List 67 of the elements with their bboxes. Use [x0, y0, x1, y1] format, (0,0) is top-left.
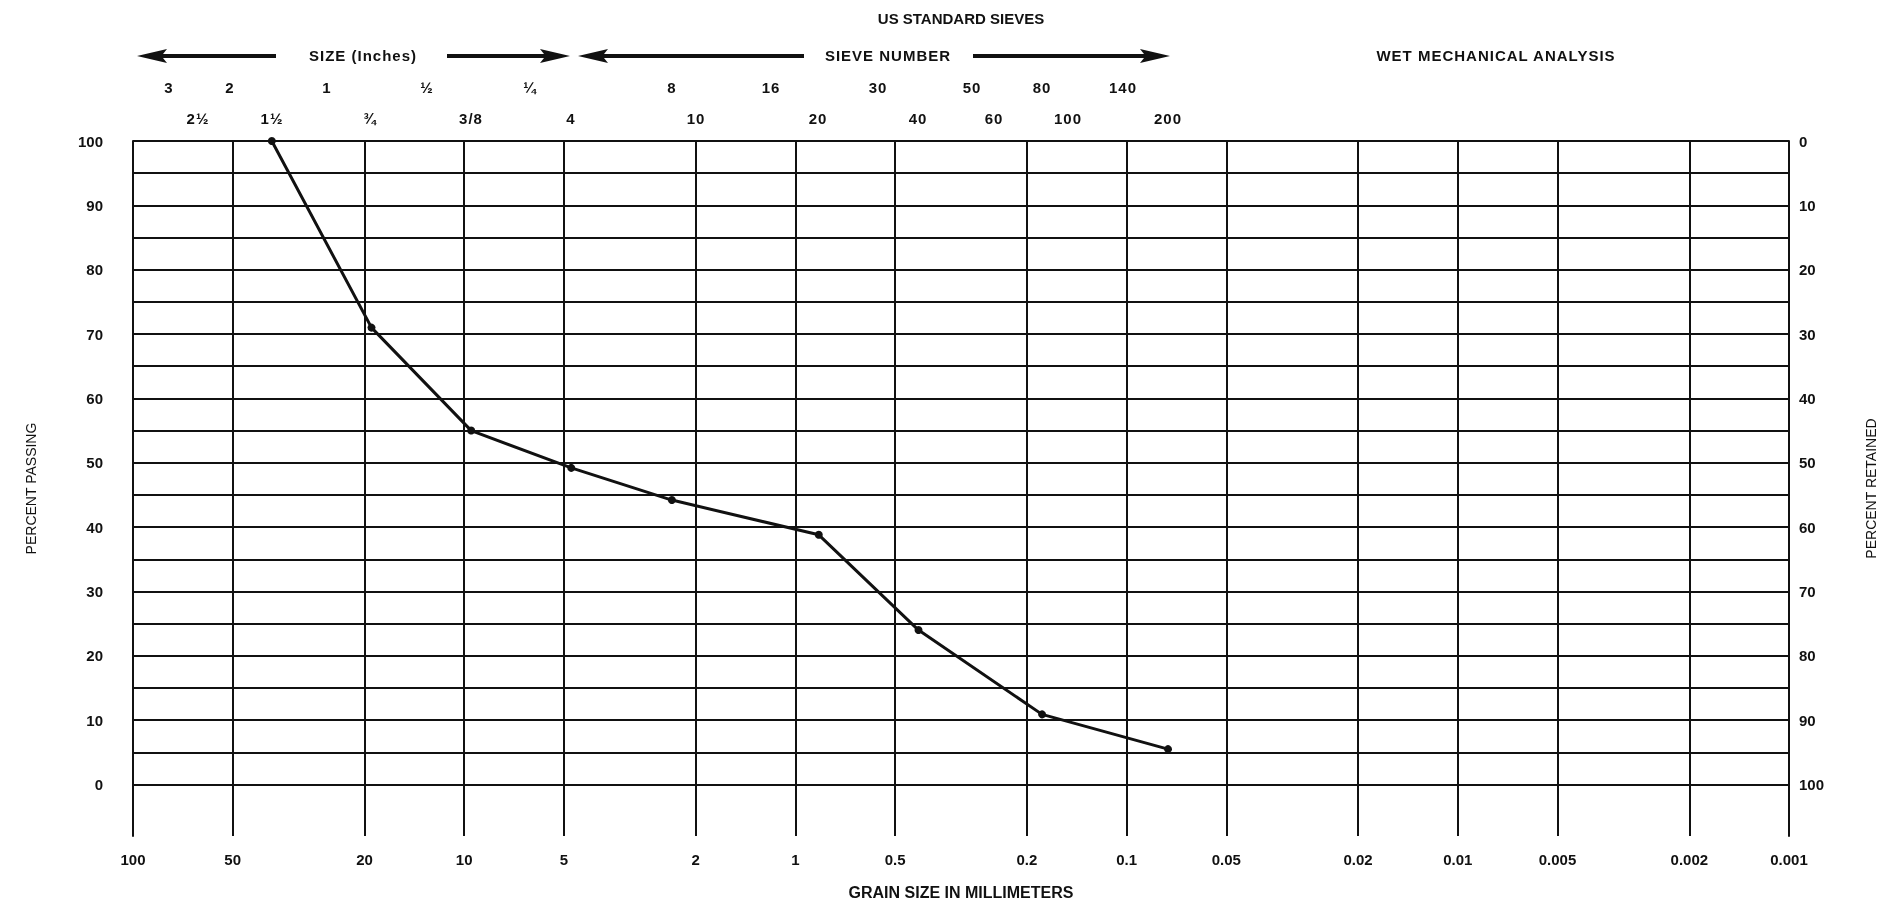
y-tick-label: 30 — [86, 582, 103, 600]
y2-tick-label: 90 — [1799, 711, 1816, 729]
text: 3 — [164, 79, 174, 96]
y-tick-label: 70 — [86, 325, 103, 343]
y2-tick-label: 30 — [1799, 325, 1816, 343]
text: ¼ — [523, 79, 537, 96]
y-tick-label: 0 — [94, 776, 103, 794]
text: 30 — [868, 79, 888, 96]
y-axis-title: PERCENT PASSING — [23, 422, 39, 555]
text: 20 — [808, 110, 828, 127]
text: 3/8 — [459, 110, 483, 127]
text: 140 — [1108, 79, 1138, 96]
x-tick-label: 0.1 — [1116, 851, 1138, 868]
y2-tick-label: 80 — [1799, 647, 1816, 665]
y2-axis-title: PERCENT RETAINED — [1863, 418, 1879, 559]
chart-title: US STANDARD SIEVES — [877, 10, 1045, 27]
text: 8 — [667, 79, 677, 96]
y-tick-label: 80 — [86, 261, 103, 279]
y2-tick-label: 0 — [1799, 132, 1808, 150]
text: 200 — [1153, 110, 1183, 127]
text: WET MECHANICAL ANALYSIS — [1376, 47, 1616, 64]
x-tick-label: 0.2 — [1016, 851, 1038, 868]
y2-tick-label: 70 — [1799, 582, 1816, 600]
x-tick-label: 0.005 — [1538, 851, 1577, 868]
text: 2½ — [186, 110, 210, 127]
text: ½ — [420, 79, 434, 96]
text: 2 — [225, 79, 235, 96]
text: 16 — [761, 79, 781, 96]
text: SIZE (Inches) — [308, 47, 418, 64]
x-tick-label: 0.002 — [1670, 851, 1709, 868]
y-tick-label: 100 — [77, 132, 103, 150]
x-tick-label: 0.01 — [1443, 851, 1473, 868]
y2-tick-label: 60 — [1799, 518, 1816, 536]
x-tick-label: 100 — [120, 851, 146, 868]
text: 40 — [908, 110, 928, 127]
y2-tick-label: 50 — [1799, 454, 1816, 472]
y-tick-label: 40 — [86, 518, 103, 536]
y-tick-label: 10 — [86, 711, 103, 729]
text: 10 — [686, 110, 706, 127]
y-tick-label: 20 — [86, 647, 103, 665]
x-tick-label: 10 — [455, 851, 473, 868]
text: SIEVE NUMBER — [824, 47, 952, 64]
text: 1½ — [260, 110, 284, 127]
y2-tick-label: 10 — [1799, 196, 1816, 214]
x-tick-label: 5 — [559, 851, 569, 868]
x-tick-label: 1 — [791, 851, 800, 868]
text: 4 — [566, 110, 576, 127]
y-tick-label: 90 — [86, 196, 103, 214]
y-tick-label: 60 — [86, 389, 103, 407]
text: 80 — [1032, 79, 1052, 96]
x-tick-label: 2 — [691, 851, 700, 868]
x-tick-label: 0.5 — [884, 851, 906, 868]
x-tick-label: 50 — [224, 851, 242, 868]
x-tick-label: 0.001 — [1770, 851, 1808, 868]
text: ¾ — [363, 110, 377, 127]
x-tick-label: 0.02 — [1343, 851, 1373, 868]
text: 50 — [962, 79, 982, 96]
y2-tick-label: 20 — [1799, 261, 1816, 279]
y-tick-label: 50 — [86, 454, 103, 472]
y2-tick-label: 40 — [1799, 389, 1816, 407]
x-axis-title: GRAIN SIZE IN MILLIMETERS — [848, 883, 1074, 901]
y2-tick-label: 100 — [1799, 776, 1825, 794]
text: 1 — [322, 79, 332, 96]
x-tick-label: 20 — [356, 851, 373, 868]
x-tick-label: 0.05 — [1211, 851, 1241, 868]
text: 60 — [984, 110, 1004, 127]
text: 100 — [1053, 110, 1083, 127]
